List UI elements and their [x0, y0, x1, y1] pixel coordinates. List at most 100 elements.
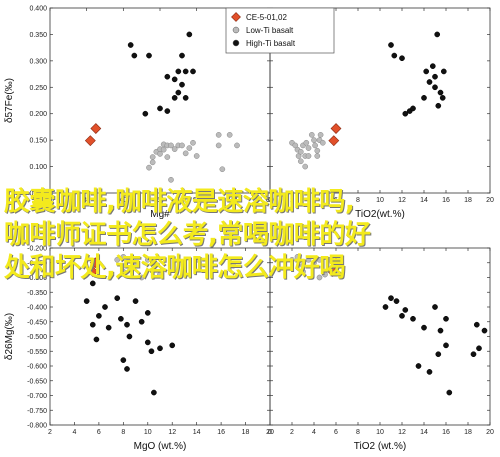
panel-top-left: 20 30 40 50 60 70 80 0.050 0.100 0.150 0.200 0.250 0… [4, 6, 274, 221]
x-tick-label: 6 [97, 429, 101, 436]
high-ti-basalt-point [440, 68, 447, 75]
high-ti-basalt-point [432, 73, 438, 80]
low-ti-basalt-point [120, 262, 127, 269]
x-tick-label: 18 [242, 429, 250, 436]
high-ti-basalt-point [83, 298, 90, 304]
high-ti-basalt-point [126, 333, 133, 340]
low-ti-basalt-point [138, 274, 145, 281]
low-ti-basalt-point [230, 262, 237, 269]
low-ti-basalt-point [120, 268, 127, 275]
y-tick-label: 0.300 [29, 58, 47, 65]
low-ti-basalt-point [311, 259, 317, 266]
high-ti-basalt-point [186, 31, 193, 38]
low-ti-basalt-point [164, 154, 171, 160]
low-ti-basalt-point [300, 262, 306, 269]
high-ti-basalt-point [171, 95, 178, 101]
low-ti-basalt-point [234, 142, 240, 149]
high-ti-basalt-point [429, 63, 436, 69]
y-tick-label: -0.550 [27, 349, 47, 356]
x-tick-label: 40 [119, 197, 127, 204]
low-ti-basalt-point [311, 137, 317, 143]
x-tick-label: 12 [168, 429, 176, 436]
high-ti-basalt-point [175, 68, 182, 75]
y-tick-label: -0.800 [27, 423, 47, 430]
low-ti-basalt-point [132, 259, 139, 266]
x-tick-label: 4 [312, 429, 316, 436]
y-tick-label: -0.200 [27, 246, 47, 253]
low-ti-basalt-point [308, 132, 315, 138]
high-ti-basalt-point [148, 348, 155, 355]
y-tick-label: 0.050 [29, 191, 47, 198]
y-axis-label: δ57Fe(‰) [4, 78, 15, 123]
high-ti-basalt-point [120, 357, 127, 363]
low-ti-basalt-point [297, 158, 304, 165]
high-ti-basalt-point [132, 298, 139, 304]
high-ti-basalt-point [89, 321, 96, 328]
x-axis-label: TiO2(wt.%) [355, 209, 405, 220]
low-ti-basalt-point [316, 274, 323, 281]
high-ti-basalt-point [481, 327, 488, 334]
low-ti-basalt-point [144, 256, 151, 263]
x-tick-label: 12 [398, 429, 406, 436]
legend-box [225, 7, 335, 54]
x-tick-label: 0 [268, 429, 272, 436]
ce5-sample-point [330, 257, 342, 269]
x-tick-label: 10 [376, 429, 384, 436]
panels-layer: 20 30 40 50 60 70 800.0500.1000.1500.2000.2500… [4, 6, 494, 453]
ce5-sample-point [328, 135, 340, 147]
low-ti-basalt-point [171, 146, 178, 152]
low-ti-basalt-point [114, 256, 121, 263]
x-tick-label: 18 [464, 197, 472, 204]
x-tick-label: 2 [290, 197, 294, 204]
low-ti-basalt-point [294, 254, 301, 260]
x-tick-label: 18 [464, 429, 472, 436]
y-tick-label: -0.700 [27, 393, 47, 400]
high-ti-basalt-point [410, 105, 416, 112]
high-ti-basalt-point [432, 84, 438, 91]
ce5-sample-point [84, 135, 96, 147]
low-ti-basalt-point [302, 163, 309, 170]
y-tick-label: -0.450 [27, 319, 47, 326]
high-ti-basalt-point [146, 52, 152, 59]
high-ti-basalt-point [446, 389, 453, 396]
x-tick-label: 10 [376, 197, 384, 204]
high-ti-basalt-point [190, 68, 196, 75]
x-tick-label: 20 [46, 197, 54, 204]
high-ti-basalt-point [391, 52, 398, 59]
low-ti-basalt-point [317, 132, 324, 138]
legend-diamond-icon [231, 12, 241, 22]
y-tick-label: -0.600 [27, 364, 47, 371]
legend-entry-label: CE-5-01,02 [246, 13, 287, 22]
x-tick-label: 60 [193, 197, 201, 204]
x-tick-label: 8 [356, 429, 360, 436]
ce5-sample-point [327, 266, 339, 278]
legend-circle-icon [232, 26, 240, 34]
low-ti-basalt-point [312, 142, 318, 149]
y-tick-label: 0.250 [29, 85, 47, 92]
high-ti-basalt-point [473, 321, 480, 328]
low-ti-basalt-point [193, 256, 200, 263]
y-tick-label: 0.150 [29, 138, 47, 145]
x-tick-label: 4 [312, 197, 316, 204]
high-ti-basalt-point [426, 79, 433, 85]
high-ti-basalt-point [127, 42, 134, 48]
high-ti-basalt-point [443, 342, 449, 349]
y-tick-label: -0.500 [27, 334, 47, 341]
ce5-sample-point [87, 266, 99, 278]
x-tick-label: 30 [83, 197, 91, 204]
x-tick-label: 2 [290, 429, 294, 436]
high-ti-basalt-point [382, 304, 389, 310]
x-axis-label: TiO2 (wt.%) [354, 441, 406, 452]
y-tick-label: -0.400 [27, 305, 47, 312]
x-tick-label: 20 [266, 429, 274, 436]
high-ti-basalt-point [423, 68, 430, 75]
high-ti-basalt-point [164, 73, 171, 80]
legend: CE-5-01,02 Low-Ti basalt High-Ti basalt [225, 7, 335, 54]
high-ti-basalt-point [399, 55, 405, 62]
legend-entry-label: Low-Ti basalt [246, 26, 294, 35]
low-ti-basalt-point [319, 139, 326, 146]
x-tick-label: 14 [420, 429, 428, 436]
low-ti-basalt-point [190, 139, 196, 146]
low-ti-basalt-point [168, 176, 174, 183]
